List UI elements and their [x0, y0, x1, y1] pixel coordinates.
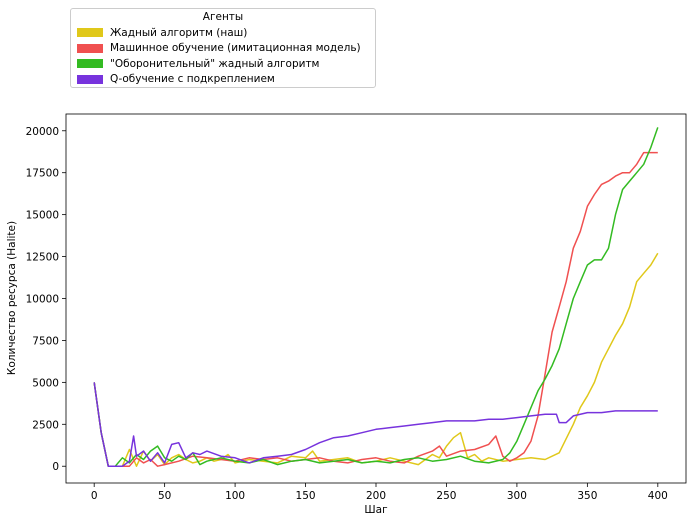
x-tick-label: 50: [158, 490, 171, 502]
legend-label: "Оборонительный" жадный алгоритм: [110, 57, 320, 70]
legend-swatch: [77, 43, 103, 53]
plot-area: [66, 114, 686, 483]
y-tick-label: 0: [52, 461, 59, 473]
x-tick-label: 250: [436, 490, 456, 502]
series-layer: [93, 127, 659, 467]
x-tick-label: 100: [225, 490, 245, 502]
y-tick-label: 17500: [26, 168, 59, 180]
x-tick-label: 200: [366, 490, 386, 502]
series-line-2: [93, 151, 658, 467]
x-tick-label: 150: [296, 490, 316, 502]
legend-items: Жадный алгоритм (наш) Машинное обучение (…: [71, 25, 375, 87]
y-tick-label: 15000: [26, 210, 59, 222]
legend-label: Жадный алгоритм (наш): [110, 26, 248, 39]
legend-item: "Оборонительный" жадный алгоритм: [71, 56, 375, 72]
legend-item: Q-обучение с подкреплением: [71, 72, 375, 88]
y-tick-label: 7500: [32, 335, 59, 347]
x-axis: 0 50 100 150 200 250 300 350 400: [91, 483, 668, 502]
legend-label: Машинное обучение (имитационная модель): [110, 42, 361, 55]
legend-item: Жадный алгоритм (наш): [71, 25, 375, 41]
x-tick-label: 300: [507, 490, 527, 502]
series-line-4: [93, 382, 658, 467]
x-tick-label: 0: [91, 490, 98, 502]
x-axis-label: Шаг: [364, 504, 387, 516]
legend-item: Машинное обучение (имитационная модель): [71, 41, 375, 57]
y-axis-label: Количество ресурса (Halite): [6, 221, 18, 375]
y-tick-label: 10000: [26, 294, 59, 306]
y-tick-label: 12500: [26, 252, 59, 264]
y-tick-label: 5000: [32, 377, 59, 389]
x-tick-label: 350: [577, 490, 597, 502]
x-tick-label: 400: [648, 490, 668, 502]
y-tick-label: 2500: [32, 419, 59, 431]
legend-swatch: [77, 74, 103, 84]
y-axis: 0 2500 5000 7500 10000 12500 15000 17500 20000: [26, 126, 66, 473]
legend-swatch: [77, 28, 103, 38]
y-tick-label: 20000: [26, 126, 59, 138]
series-line-3: [93, 127, 659, 467]
legend-title: Агенты: [202, 11, 244, 23]
legend-label: Q-обучение с подкреплением: [110, 73, 275, 86]
legend-swatch: [77, 59, 103, 69]
legend: Агенты Жадный алгоритм (наш) Машинное обу…: [70, 8, 376, 88]
